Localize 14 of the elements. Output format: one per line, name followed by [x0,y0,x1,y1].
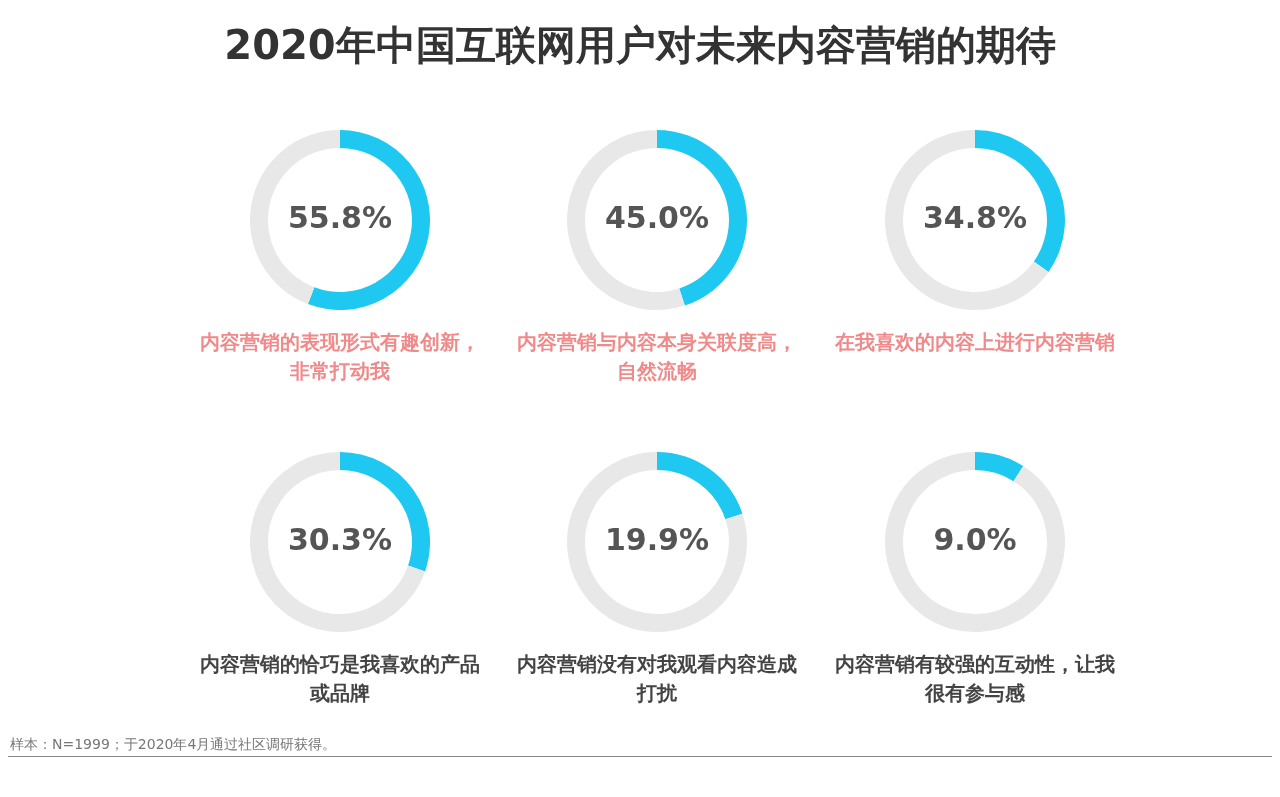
text: 在我喜欢的内容上进行内容营销 [834,329,1116,356]
text: 内容营销没有对我观看内容造成打扰 [516,651,798,707]
data-label: 55.8% [287,199,393,235]
text: 样本：N=1999；于2020年4月通过社区调研获得。 [10,736,337,754]
text: 2020年中国互联网用户对未来内容营销的期待 [223,21,1057,70]
text: 内容营销的恰巧是我喜欢的产品或品牌 [199,651,481,707]
text: 内容营销的表现形式有趣创新，非常打动我 [199,329,481,385]
data-label: 9.0% [933,521,1017,557]
data-label: 34.8% [922,199,1028,235]
data-label: 45.0% [604,199,710,235]
data-label: 19.9% [604,521,710,557]
data-label: 30.3% [287,521,393,557]
text: 内容营销有较强的互动性，让我很有参与感 [834,651,1116,707]
text: 内容营销与内容本身关联度高，自然流畅 [516,329,798,385]
